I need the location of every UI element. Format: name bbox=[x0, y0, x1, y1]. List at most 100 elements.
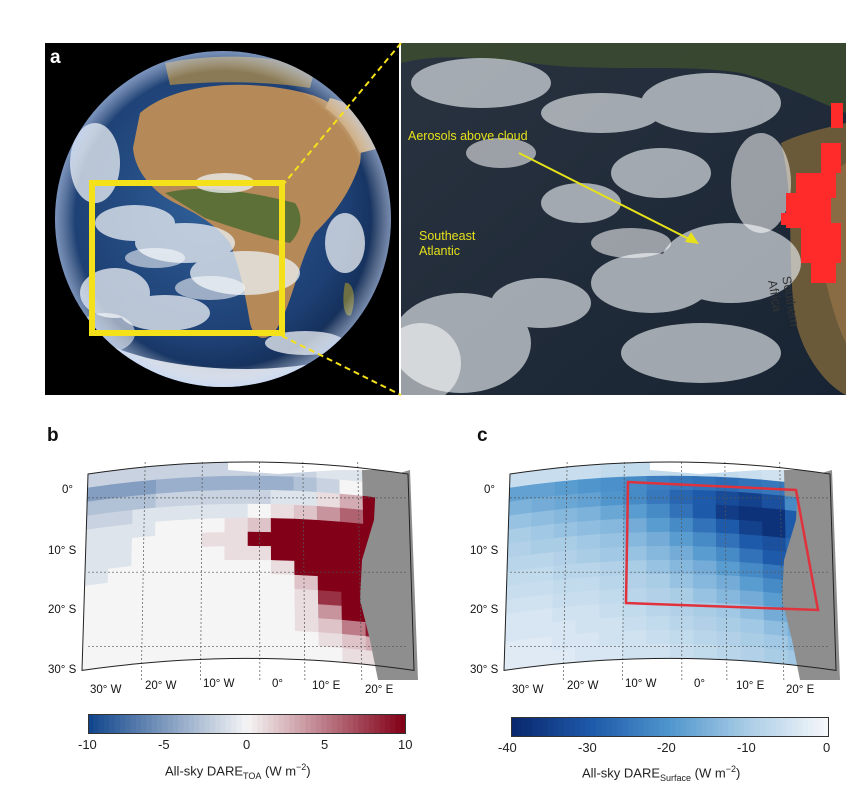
c-cell-5-8 bbox=[692, 532, 717, 548]
c-cell-4-8 bbox=[692, 518, 717, 534]
b-cell-8-4 bbox=[177, 574, 202, 591]
b-cell-7-8 bbox=[271, 560, 296, 576]
b-colorbar-frame bbox=[88, 714, 406, 734]
c-cell-11-9 bbox=[716, 616, 742, 633]
c-ytick-1: 10° S bbox=[470, 545, 499, 557]
c-cb-tick-2: -20 bbox=[657, 740, 676, 755]
c-cell-10-3 bbox=[575, 604, 600, 621]
annotation-southeast: Southeast bbox=[419, 229, 476, 243]
c-cell-4-11 bbox=[762, 521, 787, 539]
b-cell-6-6 bbox=[224, 545, 249, 561]
b-cell-4-5 bbox=[201, 518, 226, 534]
c-cell-3-3 bbox=[577, 505, 602, 523]
b-cell-9-6 bbox=[224, 587, 249, 603]
c-cell-8-9 bbox=[716, 574, 741, 591]
b-cell-5-11 bbox=[340, 535, 365, 553]
b-cell-10-5 bbox=[200, 602, 225, 618]
b-cell-8-3 bbox=[154, 576, 179, 593]
c-cell-12-4 bbox=[598, 630, 624, 647]
c-cell-7-8 bbox=[693, 560, 718, 576]
b-cell-3-6 bbox=[224, 503, 249, 519]
c-colorbar-frame bbox=[511, 717, 829, 737]
b-cell-12-11 bbox=[342, 633, 367, 651]
b-cell-5-6 bbox=[224, 531, 249, 547]
b-cell-7-5 bbox=[200, 560, 225, 576]
earth-globe-panel bbox=[45, 43, 399, 395]
map-b bbox=[81, 450, 418, 680]
c-cell-12-8 bbox=[693, 630, 718, 646]
satellite-zoom-panel: Aerosols above cloud Southeast Atlantic … bbox=[401, 43, 846, 395]
c-xtick-2: 10° W bbox=[625, 678, 657, 690]
b-cell-9-5 bbox=[200, 588, 225, 604]
b-cell-9-3 bbox=[153, 590, 179, 607]
c-cell-7-10 bbox=[739, 562, 764, 579]
b-cell-0-4 bbox=[178, 462, 203, 479]
b-cell-3-10 bbox=[316, 505, 341, 523]
b-cell-11-6 bbox=[224, 615, 249, 631]
b-xtick-1: 20° W bbox=[145, 680, 177, 692]
c-cell-9-10 bbox=[739, 590, 765, 607]
c-cell-4-10 bbox=[738, 519, 764, 537]
c-cell-3-8 bbox=[692, 503, 717, 520]
aerosol-arrow bbox=[518, 152, 694, 242]
c-cb-tick-4: 0 bbox=[823, 740, 831, 755]
c-cell-10-4 bbox=[599, 602, 624, 619]
c-cell-13-11 bbox=[764, 647, 789, 665]
c-cell-1-9 bbox=[715, 476, 740, 493]
c-cell-5-3 bbox=[576, 533, 601, 551]
b-cell-2-11 bbox=[339, 493, 364, 511]
map-c bbox=[503, 450, 840, 680]
c-cell-13-9 bbox=[716, 645, 742, 661]
b-cell-11-5 bbox=[200, 616, 225, 632]
b-cell-5-4 bbox=[177, 532, 203, 549]
b-cell-7-3 bbox=[154, 562, 179, 579]
b-cell-13-8 bbox=[271, 644, 296, 660]
b-cell-3-9 bbox=[293, 504, 318, 521]
colorbar-c bbox=[511, 717, 829, 737]
annotation-aerosols: Aerosols above cloud bbox=[408, 129, 528, 143]
c-cell-4-4 bbox=[600, 518, 625, 535]
c-xtick-1: 20° W bbox=[567, 680, 599, 692]
c-cb-title: All-sky DARESurface (W m−2) bbox=[582, 764, 741, 783]
b-cell-4-8 bbox=[270, 518, 295, 534]
b-cell-3-8 bbox=[270, 503, 295, 520]
b-cell-7-9 bbox=[294, 560, 319, 577]
c-cell-12-5 bbox=[622, 630, 647, 646]
c-cell-2-6 bbox=[646, 489, 671, 505]
c-cell-6-6 bbox=[646, 545, 671, 561]
c-cell-11-8 bbox=[693, 616, 718, 632]
c-cell-13-8 bbox=[693, 644, 718, 660]
b-cell-2-8 bbox=[270, 489, 295, 506]
b-cell-11-10 bbox=[318, 618, 343, 635]
b-cell-2-4 bbox=[178, 490, 203, 507]
c-cell-12-9 bbox=[716, 630, 742, 647]
b-cell-9-9 bbox=[294, 588, 319, 605]
b-cell-9-8 bbox=[271, 588, 296, 604]
c-cell-2-8 bbox=[692, 489, 717, 506]
b-cell-5-9 bbox=[293, 532, 319, 549]
c-cell-7-3 bbox=[576, 562, 601, 579]
c-cell-13-4 bbox=[598, 645, 624, 661]
c-cb-tick-1: -30 bbox=[578, 740, 597, 755]
b-cell-13-9 bbox=[294, 645, 320, 661]
c-cell-1-8 bbox=[692, 475, 717, 492]
b-cb-tick-1: -5 bbox=[158, 737, 170, 752]
c-xtick-4: 10° E bbox=[736, 680, 765, 692]
c-cell-12-11 bbox=[764, 633, 789, 651]
highlight-box bbox=[89, 180, 285, 336]
b-cell-10-9 bbox=[294, 602, 319, 619]
b-xtick-0: 30° W bbox=[90, 684, 122, 696]
b-cell-10-3 bbox=[153, 604, 178, 621]
b-cell-13-10 bbox=[318, 646, 344, 663]
satellite-zoom-image bbox=[401, 43, 846, 395]
b-cell-1-4 bbox=[178, 476, 203, 493]
c-cell-9-8 bbox=[693, 588, 718, 604]
b-cell-5-8 bbox=[270, 532, 295, 548]
c-graticule bbox=[510, 461, 830, 680]
c-cell-5-6 bbox=[646, 531, 671, 547]
c-cb-tick-0: -40 bbox=[498, 740, 517, 755]
c-cell-11-4 bbox=[598, 616, 624, 633]
c-cell-0-5 bbox=[623, 461, 648, 478]
c-cell-0-3 bbox=[577, 463, 602, 481]
c-cell-6-11 bbox=[762, 549, 787, 567]
